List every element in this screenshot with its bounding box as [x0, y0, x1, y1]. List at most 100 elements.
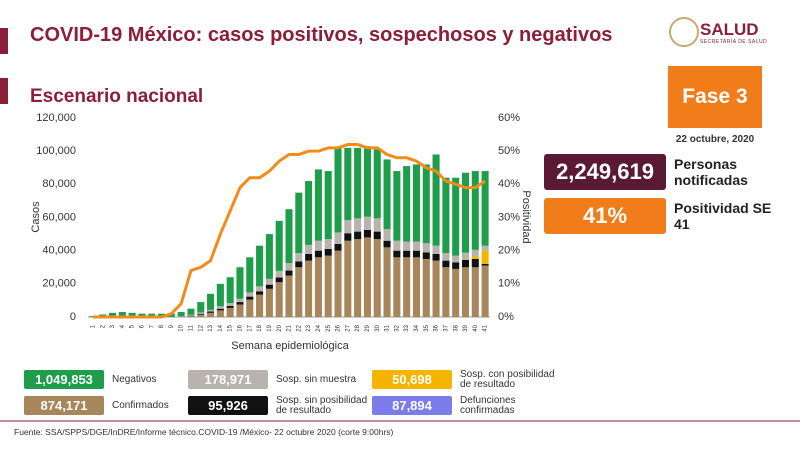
bar-segment	[344, 219, 352, 234]
bar-segment	[324, 255, 332, 317]
bar-segment	[383, 229, 391, 241]
x-tick-label: 23	[306, 324, 312, 331]
bar-segment	[481, 245, 489, 251]
bar-segment	[363, 216, 371, 230]
bar-segment	[305, 253, 313, 261]
bar-segment	[324, 249, 332, 256]
bar-segment	[393, 257, 401, 317]
y-axis-label: Casos	[30, 201, 42, 233]
bar-segment	[295, 267, 303, 317]
y-tick-label: 20,000	[42, 278, 76, 290]
bar-segment	[246, 299, 254, 317]
bar-segment	[128, 312, 136, 317]
x-tick-label: 1	[90, 324, 96, 328]
x-tick-label: 35	[424, 324, 430, 331]
subtitle: Escenario nacional	[30, 86, 204, 107]
bar-segment	[354, 147, 362, 219]
bar-segment	[452, 255, 460, 263]
logo-seal	[669, 17, 699, 47]
bar-segment	[285, 275, 293, 317]
positivity-line	[92, 143, 486, 319]
bar-segment	[481, 263, 489, 266]
x-tick-label: 29	[365, 324, 371, 331]
x-tick-label: 39	[463, 324, 469, 331]
bar-segment	[354, 231, 362, 240]
bar-segment	[344, 147, 352, 220]
x-tick-label: 12	[198, 324, 204, 331]
x-tick-label: 3	[110, 324, 116, 328]
bar-segment	[236, 304, 244, 317]
bar-segment	[305, 181, 313, 245]
bar-segment	[314, 250, 322, 258]
x-tick-label: 38	[453, 324, 459, 331]
x-tick-label: 25	[326, 324, 332, 331]
bar-segment	[461, 252, 470, 260]
bar-segment	[471, 249, 479, 257]
bar-segment	[334, 147, 342, 233]
bar-segment	[108, 312, 117, 317]
x-tick-label: 32	[394, 324, 400, 331]
kpi-value: 41%	[544, 198, 666, 234]
bar-segment	[383, 159, 391, 230]
y2-axis-label: Positividad	[520, 190, 532, 243]
bar-segment	[373, 218, 381, 232]
bar-segment	[275, 282, 283, 317]
bar-segment	[471, 256, 479, 259]
legend-swatch: 87,894	[372, 396, 452, 415]
bar-segment	[265, 234, 273, 279]
bar-segment	[295, 192, 303, 254]
x-tick-label: 2	[100, 324, 106, 328]
bar-segment	[246, 257, 254, 293]
legend-swatch: 874,171	[24, 396, 104, 415]
x-tick-label: 11	[189, 324, 195, 331]
bar-segment	[226, 307, 234, 317]
bar-segment	[265, 288, 273, 317]
bar-segment	[442, 260, 450, 268]
legend-swatch: 50,698	[372, 370, 452, 389]
bar-segment	[148, 313, 156, 317]
bar-segment	[383, 240, 391, 248]
bar-segment	[363, 237, 371, 317]
bar-segment	[354, 239, 362, 317]
bar-segment	[471, 267, 479, 317]
legend-label: Sosp. sin posibilidad de resultado	[276, 394, 368, 416]
bar-segment	[461, 259, 470, 268]
bar-segment	[363, 229, 371, 238]
bar-segment	[207, 312, 215, 317]
bar-segment	[422, 164, 430, 244]
bar-segment	[197, 302, 205, 313]
x-tick-label: 28	[355, 324, 361, 331]
bar-segment	[207, 311, 215, 313]
bar-segment	[422, 252, 430, 259]
bar-segment	[403, 166, 411, 242]
legend-swatch: 95,926	[188, 396, 268, 415]
bar-segment	[187, 308, 195, 315]
x-tick-label: 9	[169, 324, 175, 328]
x-axis-label: Semana epidemiológica	[231, 340, 349, 352]
bar-segment	[285, 270, 293, 276]
bar-segment	[187, 316, 195, 317]
bar-segment	[442, 253, 450, 261]
x-tick-label: 20	[277, 324, 283, 331]
bar-segment	[295, 253, 303, 262]
y-tick-label: 0	[70, 311, 76, 323]
bar-segment	[442, 267, 450, 317]
y2-tick-label: 40%	[498, 178, 520, 190]
bar-segment	[158, 313, 166, 317]
x-tick-label: 16	[238, 324, 244, 331]
y-tick-label: 40,000	[42, 245, 76, 257]
legend-label: Sosp. sin muestra	[276, 373, 357, 385]
legend-label: Defunciones confirmadas	[460, 394, 516, 416]
bar-segment	[422, 243, 430, 253]
x-tick-label: 5	[130, 324, 136, 328]
bar-segment	[452, 262, 460, 269]
x-tick-label: 22	[296, 324, 302, 331]
bar-segment	[236, 302, 244, 305]
bar-segment	[177, 312, 185, 317]
bar-segment	[373, 231, 381, 240]
x-tick-label: 40	[473, 324, 479, 331]
legend-swatch: 1,049,853	[24, 370, 104, 389]
bar-segment	[265, 284, 273, 289]
bar-segment	[393, 171, 401, 241]
